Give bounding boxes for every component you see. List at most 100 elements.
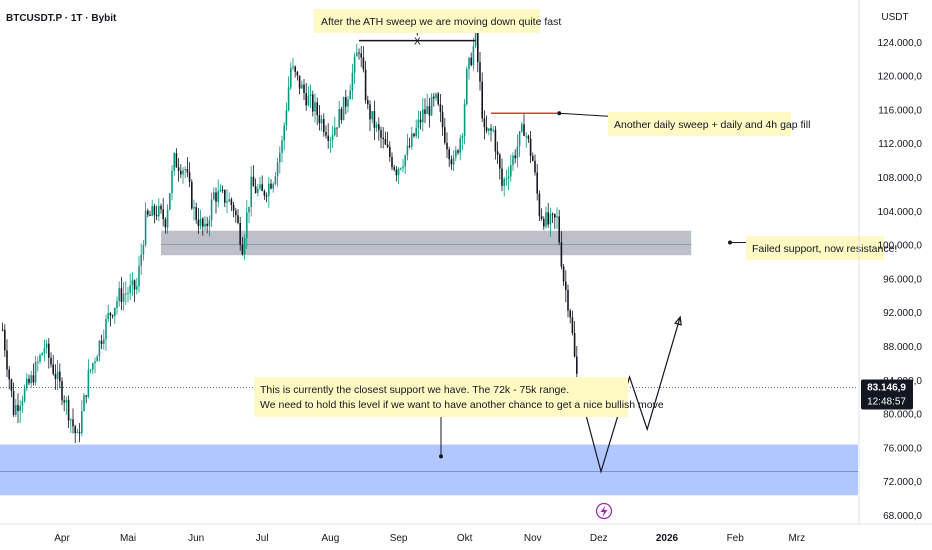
candle-body (430, 96, 433, 116)
candle-body (325, 131, 327, 136)
price-tick-label: 112.000,0 (878, 139, 922, 150)
candle-body (510, 165, 512, 177)
candle-body (439, 104, 442, 112)
candle-body (499, 154, 501, 169)
candle-body (375, 124, 378, 128)
candle-body (353, 56, 356, 73)
candle-body (210, 199, 213, 221)
candle-body (261, 184, 263, 192)
candle-body (538, 193, 541, 217)
candle-body (523, 124, 525, 136)
candle-body (380, 130, 382, 138)
candle-body (151, 206, 153, 216)
candle-body (224, 189, 226, 203)
candle-body (254, 186, 257, 193)
candle-body (265, 195, 268, 197)
candle-body (314, 102, 316, 112)
candle-body (294, 66, 296, 72)
candle-body (59, 371, 61, 382)
time-tick-label: Feb (727, 533, 745, 544)
candle-body (540, 216, 543, 219)
price-tick-label: 124.000,0 (878, 38, 923, 49)
candle-body (554, 214, 556, 218)
candle-body (298, 75, 301, 89)
sweep-marker: X (414, 37, 421, 48)
candle-body (45, 343, 48, 349)
time-tick-label: 2026 (656, 533, 679, 544)
candle-body (400, 168, 402, 170)
candle-body (276, 162, 279, 177)
time-tick-label: Sep (390, 533, 408, 544)
candle-body (334, 127, 336, 136)
time-tick-label: Mai (120, 533, 136, 544)
candle-body (413, 133, 415, 137)
note-resistance[interactable]: Failed support, now resistance! (746, 236, 897, 260)
candle-body (481, 81, 483, 119)
candle-body (501, 168, 503, 186)
resistance-note-dot (728, 240, 732, 245)
candle-body (360, 53, 362, 58)
candle-body (503, 179, 505, 186)
candle-body (268, 183, 270, 196)
time-axis[interactable]: Apr Mai Jun Jul Aug Sep Okt Nov Dez 2026 Feb Mrz (54, 533, 805, 544)
candle-body (373, 111, 376, 128)
candle-body (287, 87, 290, 111)
candle-body (96, 356, 98, 362)
candle-body (303, 84, 305, 94)
candle-body (382, 137, 384, 140)
candle-body (470, 57, 472, 66)
candle-body (19, 405, 21, 411)
candle-body (85, 395, 87, 397)
candle-body (28, 378, 30, 384)
candle-body (237, 215, 239, 224)
candle-body (426, 106, 428, 114)
candle-body (171, 170, 173, 194)
candle-body (122, 293, 125, 302)
candle-body (274, 176, 277, 185)
candle-body (371, 111, 373, 120)
candle-body (573, 333, 576, 357)
candle-body (72, 419, 74, 427)
note-ath-text: After the ATH sweep we are moving down q… (321, 16, 561, 28)
candle-body (56, 371, 59, 379)
candle-body (521, 124, 523, 132)
candle-body (419, 119, 422, 123)
candle-body (250, 176, 252, 207)
candle-body (184, 169, 186, 171)
candle-body (316, 102, 318, 116)
candle-body (576, 356, 578, 374)
candle-body (543, 218, 545, 227)
note-sweep[interactable]: Another daily sweep + daily and 4h gap f… (608, 112, 810, 136)
candle-body (459, 138, 461, 153)
candle-body (103, 339, 105, 344)
note-sweep-text: Another daily sweep + daily and 4h gap f… (614, 119, 810, 131)
note-support[interactable]: This is currently the closest support we… (254, 377, 664, 417)
candle-body (351, 72, 354, 91)
candle-body (494, 129, 497, 152)
candle-body (136, 286, 138, 290)
candle-body (358, 52, 360, 54)
candle-body (369, 104, 371, 120)
candle-body (292, 66, 294, 68)
price-axis[interactable]: 68.000,072.000,076.000,080.000,084.000,0… (878, 38, 923, 522)
candle-body (457, 150, 459, 153)
candle-body (164, 219, 167, 228)
candle-body (6, 350, 8, 370)
lightning-icon[interactable] (595, 502, 613, 520)
candle-body (109, 312, 112, 316)
candle-body (455, 150, 457, 158)
candle-body (490, 128, 492, 131)
candle-body (142, 244, 145, 255)
candle-body (217, 191, 219, 202)
note-ath[interactable]: After the ATH sweep we are moving down q… (314, 9, 561, 33)
resistance-zone (161, 230, 692, 256)
candle-body (488, 128, 490, 131)
candle-body (206, 223, 208, 226)
candle-body (435, 93, 437, 99)
candle-body (219, 189, 222, 192)
candle-body (301, 84, 303, 89)
candle-body (329, 139, 332, 141)
candle-body (76, 432, 79, 434)
current-price-tag: 83.146,9 12:48:57 (861, 379, 913, 410)
